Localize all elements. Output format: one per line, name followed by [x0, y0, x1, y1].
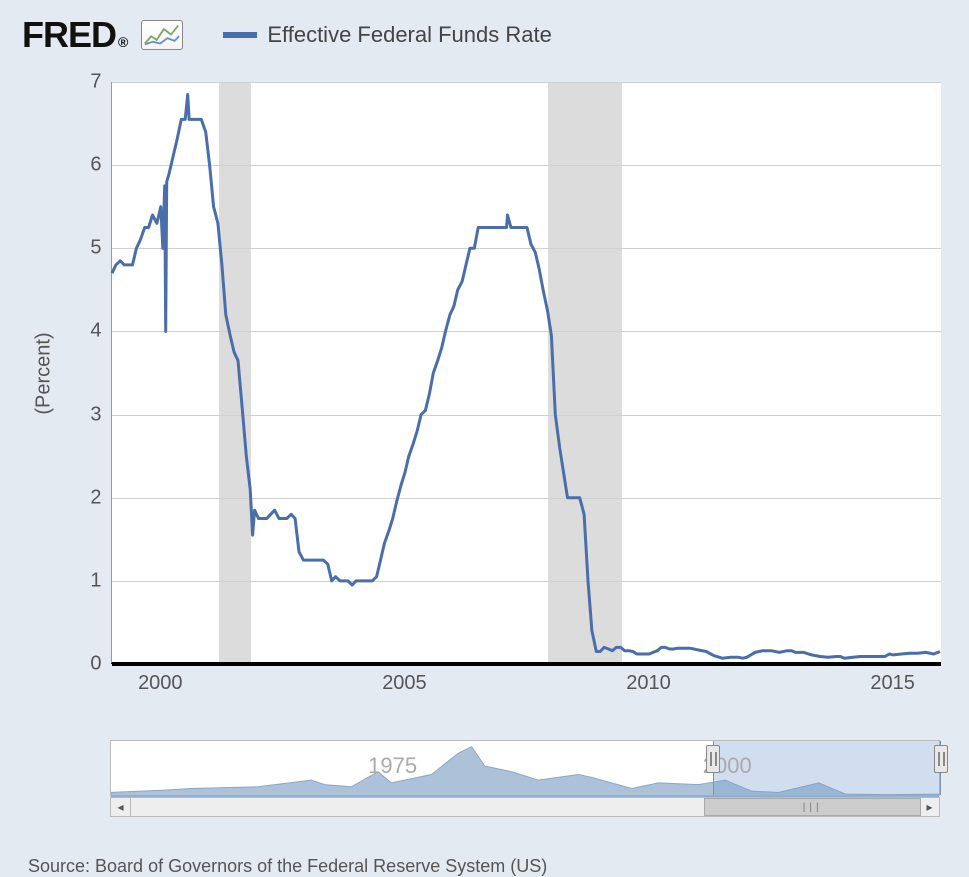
scroll-thumb[interactable]: |||	[704, 798, 921, 816]
y-tick-label: 7	[90, 71, 111, 94]
y-tick-label: 0	[90, 653, 111, 676]
navigator-scrollbar[interactable]: ◂ ||| ▸	[110, 797, 940, 817]
series-line	[112, 82, 942, 664]
y-tick-label: 1	[90, 569, 111, 592]
header: FRED® Effective Federal Funds Rate	[14, 14, 955, 56]
y-tick-label: 5	[90, 237, 111, 260]
y-tick-label: 6	[90, 154, 111, 177]
logo-text: FRED	[22, 14, 116, 56]
y-tick-label: 4	[90, 320, 111, 343]
x-tick-label: 2010	[626, 662, 671, 695]
y-axis-label: (Percent)	[32, 332, 55, 414]
chart-icon	[141, 20, 183, 50]
plot-area[interactable]: 012345672000200520102015	[111, 82, 941, 664]
logo-registered: ®	[118, 34, 127, 50]
scroll-track[interactable]: |||	[131, 798, 919, 816]
chart-frame: FRED® Effective Federal Funds Rate (Perc…	[0, 0, 969, 842]
scroll-right-button[interactable]: ▸	[919, 798, 939, 816]
main-chart: (Percent) 012345672000200520102015	[15, 62, 955, 712]
y-tick-label: 2	[90, 486, 111, 509]
navigator-label: 1975	[368, 753, 417, 779]
source-citation: Source: Board of Governors of the Federa…	[28, 856, 955, 877]
navigator-handle-left[interactable]	[706, 745, 720, 773]
navigator-handle-right[interactable]	[934, 745, 948, 773]
y-tick-label: 3	[90, 403, 111, 426]
x-tick-label: 2000	[138, 662, 183, 695]
gridline	[112, 664, 941, 666]
range-navigator[interactable]: ◂ ||| ▸ 19752000	[110, 740, 940, 796]
x-tick-label: 2005	[382, 662, 427, 695]
legend-swatch	[223, 32, 257, 38]
legend: Effective Federal Funds Rate	[223, 22, 552, 48]
x-tick-label: 2015	[870, 662, 915, 695]
scroll-left-button[interactable]: ◂	[111, 798, 131, 816]
fred-logo: FRED®	[22, 14, 127, 56]
legend-label: Effective Federal Funds Rate	[267, 22, 552, 48]
